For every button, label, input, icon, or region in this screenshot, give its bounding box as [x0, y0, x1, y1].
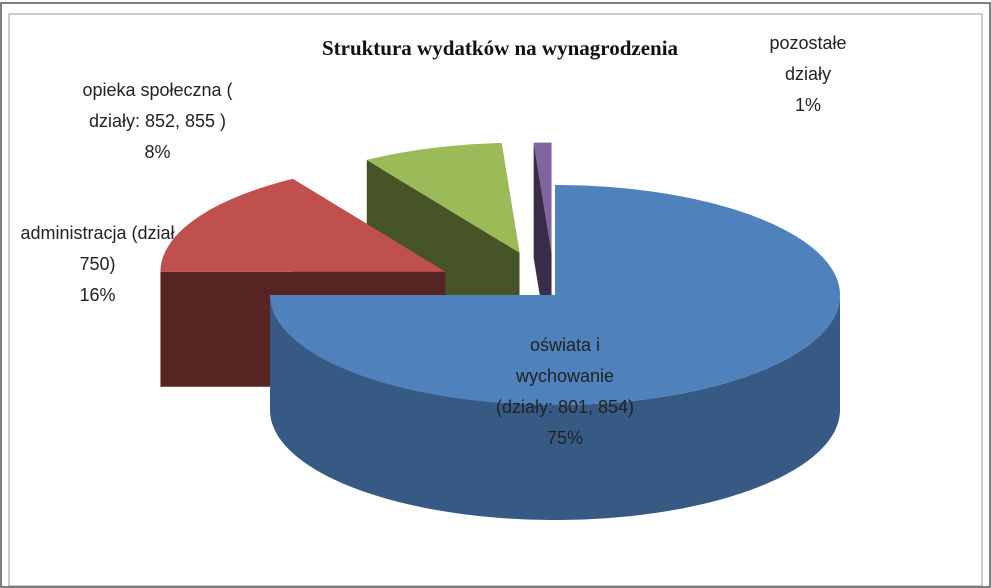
data-label: opieka społeczna ( działy: 852, 855 ) 8% [70, 75, 245, 168]
slice-outer-side [270, 295, 840, 520]
slice [160, 178, 446, 272]
data-label: pozostałe działy 1% [758, 28, 858, 121]
category-label: opieka społeczna ( działy: 852, 855 ) [82, 80, 233, 131]
slice [270, 185, 840, 405]
data-label: administracja (dział 750) 16% [5, 218, 190, 311]
pie-slice [270, 185, 840, 520]
category-label: administracja (dział 750) [20, 223, 175, 274]
value-label: 1% [794, 95, 821, 115]
chart-title: Struktura wydatków na wynagrodzenia [321, 36, 679, 60]
value-label: 16% [79, 285, 116, 305]
value-label: 75% [546, 428, 584, 448]
data-label: oświata i wychowanie (działy: 801, 854) 7… [495, 330, 635, 454]
value-label: 8% [144, 142, 171, 162]
category-label: pozostałe działy [769, 33, 847, 84]
category-label: oświata i wychowanie (działy: 801, 854) [495, 335, 635, 417]
plot-frame [8, 13, 983, 587]
slice [533, 142, 552, 253]
slice [366, 143, 520, 253]
